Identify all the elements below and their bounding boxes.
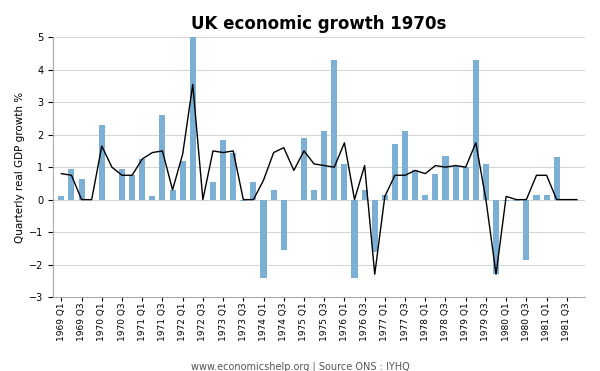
Bar (352, 200, 358, 278)
Bar (554, 157, 560, 200)
Bar (119, 169, 125, 200)
Bar (452, 165, 458, 200)
Bar (402, 131, 408, 200)
Bar (311, 190, 317, 200)
Text: www.economicshelp.org | Source ONS : IYHQ: www.economicshelp.org | Source ONS : IYH… (191, 361, 409, 371)
Bar (503, 200, 509, 201)
Bar (392, 144, 398, 200)
Bar (523, 200, 529, 260)
Bar (442, 156, 449, 200)
Bar (341, 164, 347, 200)
Bar (220, 139, 226, 200)
Bar (260, 200, 266, 278)
Bar (79, 178, 85, 200)
Bar (371, 200, 378, 252)
Bar (321, 131, 327, 200)
Y-axis label: Quarterly real GDP growth %: Quarterly real GDP growth % (15, 92, 25, 243)
Bar (99, 125, 105, 200)
Bar (160, 115, 166, 200)
Bar (533, 195, 539, 200)
Bar (179, 161, 185, 200)
Bar (362, 190, 368, 200)
Bar (190, 37, 196, 200)
Bar (250, 182, 256, 200)
Bar (331, 60, 337, 200)
Bar (281, 200, 287, 250)
Title: UK economic growth 1970s: UK economic growth 1970s (191, 15, 447, 33)
Bar (129, 175, 135, 200)
Bar (58, 196, 64, 200)
Bar (139, 159, 145, 200)
Bar (473, 60, 479, 200)
Bar (210, 182, 216, 200)
Bar (412, 170, 418, 200)
Bar (68, 169, 74, 200)
Bar (149, 196, 155, 200)
Bar (382, 195, 388, 200)
Bar (230, 152, 236, 200)
Bar (463, 167, 469, 200)
Bar (544, 195, 550, 200)
Bar (513, 200, 519, 201)
Bar (422, 195, 428, 200)
Bar (433, 174, 439, 200)
Bar (493, 200, 499, 274)
Bar (240, 200, 247, 201)
Bar (271, 190, 277, 200)
Bar (483, 164, 489, 200)
Bar (301, 138, 307, 200)
Bar (170, 190, 176, 200)
